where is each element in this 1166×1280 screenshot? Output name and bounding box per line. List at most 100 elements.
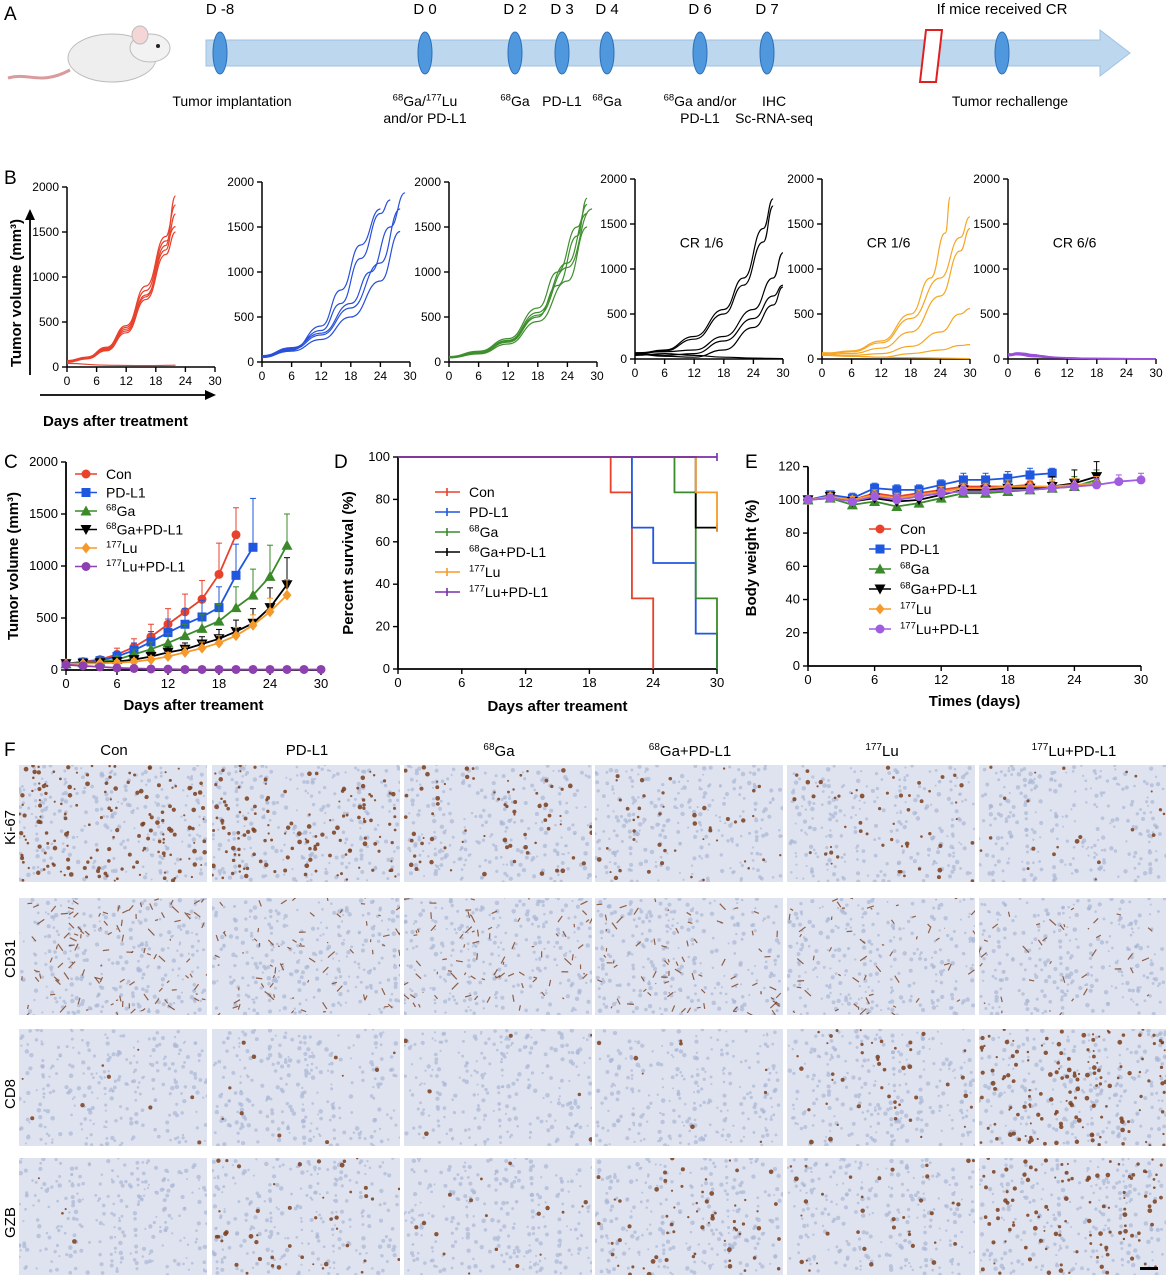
nucleus: [1046, 958, 1051, 963]
nucleus: [691, 942, 695, 946]
nucleus: [196, 833, 199, 836]
nucleus: [1005, 953, 1009, 957]
vessel-stain: [890, 919, 895, 925]
positive-cell: [52, 845, 58, 851]
nucleus: [657, 914, 662, 919]
positive-cell: [289, 821, 294, 826]
nucleus: [630, 953, 634, 956]
nucleus: [740, 898, 744, 902]
vessel-stain: [464, 926, 473, 934]
nucleus: [1072, 765, 1077, 770]
nucleus: [770, 973, 773, 976]
positive-cell: [404, 815, 408, 819]
nucleus: [97, 898, 101, 901]
nucleus: [180, 999, 184, 1004]
nucleus: [673, 991, 677, 994]
nucleus: [217, 869, 223, 874]
x-axis-label: Days after treament: [123, 697, 263, 714]
nucleus: [1108, 964, 1111, 968]
nucleus: [414, 919, 418, 924]
legend-marker: [874, 563, 886, 574]
nucleus: [509, 838, 513, 842]
timeline-event-label: 68Ga/177Lu: [393, 93, 458, 109]
nucleus: [696, 805, 699, 809]
nucleus: [81, 999, 85, 1003]
nucleus: [165, 870, 169, 874]
nucleus: [36, 911, 40, 915]
nucleus: [627, 812, 632, 818]
positive-cell: [45, 784, 49, 788]
y-axis-label: Body weight (%): [745, 500, 760, 617]
nucleus: [310, 926, 316, 931]
nucleus: [942, 968, 946, 972]
positive-cell: [303, 872, 308, 877]
nucleus: [502, 863, 505, 866]
nucleus: [573, 832, 576, 836]
nucleus: [217, 842, 223, 848]
nucleus: [1092, 855, 1096, 859]
nucleus: [494, 844, 498, 849]
x-tick-label: 0: [819, 366, 826, 380]
nucleus: [855, 849, 859, 853]
positive-cell: [127, 852, 132, 857]
nucleus: [494, 900, 500, 906]
nucleus: [68, 933, 72, 936]
nucleus: [131, 994, 135, 999]
nucleus: [615, 983, 619, 987]
nucleus: [567, 916, 571, 920]
positive-cell: [1002, 796, 1007, 800]
nucleus: [825, 835, 828, 838]
positive-cell: [149, 815, 154, 820]
data-point: [180, 664, 190, 674]
positive-cell: [360, 775, 366, 781]
positive-cell: [390, 860, 393, 863]
nucleus: [388, 810, 391, 813]
nucleus: [67, 852, 72, 857]
nucleus: [772, 921, 776, 925]
positive-cell: [163, 871, 167, 874]
nucleus: [138, 1092, 142, 1096]
nucleus: [816, 855, 820, 859]
nucleus: [433, 969, 436, 972]
vessel-stain: [635, 941, 642, 947]
nucleus: [1028, 956, 1032, 961]
nucleus: [1037, 929, 1041, 932]
timeline-event-label: IHC: [762, 93, 786, 109]
nucleus: [34, 815, 38, 819]
positive-cell: [221, 876, 225, 880]
nucleus: [934, 973, 938, 976]
nucleus: [368, 983, 373, 988]
nucleus: [842, 953, 847, 958]
nucleus: [542, 806, 547, 811]
nucleus: [711, 966, 715, 970]
positive-cell: [177, 767, 180, 770]
nucleus: [556, 873, 560, 877]
nucleus: [40, 975, 45, 979]
nucleus: [965, 871, 971, 876]
nucleus: [143, 769, 148, 775]
legend-marker: [875, 603, 885, 615]
vessel-stain: [459, 933, 464, 939]
y-tick-label: 1500: [227, 220, 254, 234]
positive-cell: [503, 803, 507, 807]
positive-cell: [663, 848, 667, 853]
vessel-stain: [1091, 949, 1097, 957]
nucleus: [406, 964, 409, 967]
nucleus: [1100, 849, 1104, 852]
vessel-stain: [94, 977, 101, 984]
nucleus: [213, 913, 218, 918]
nucleus: [391, 931, 397, 936]
nucleus: [341, 830, 346, 835]
nucleus: [952, 1011, 957, 1015]
y-tick-label: 1000: [973, 262, 1000, 276]
nucleus: [629, 868, 633, 872]
nucleus: [555, 850, 560, 855]
nucleus: [716, 981, 721, 986]
nucleus: [1058, 955, 1063, 961]
vessel-stain: [654, 898, 657, 903]
vessel-stain: [541, 991, 546, 997]
y-tick-label: 120: [778, 459, 800, 474]
x-tick-label: 30: [403, 369, 417, 383]
nucleus: [861, 945, 867, 950]
nucleus: [202, 1096, 205, 1099]
